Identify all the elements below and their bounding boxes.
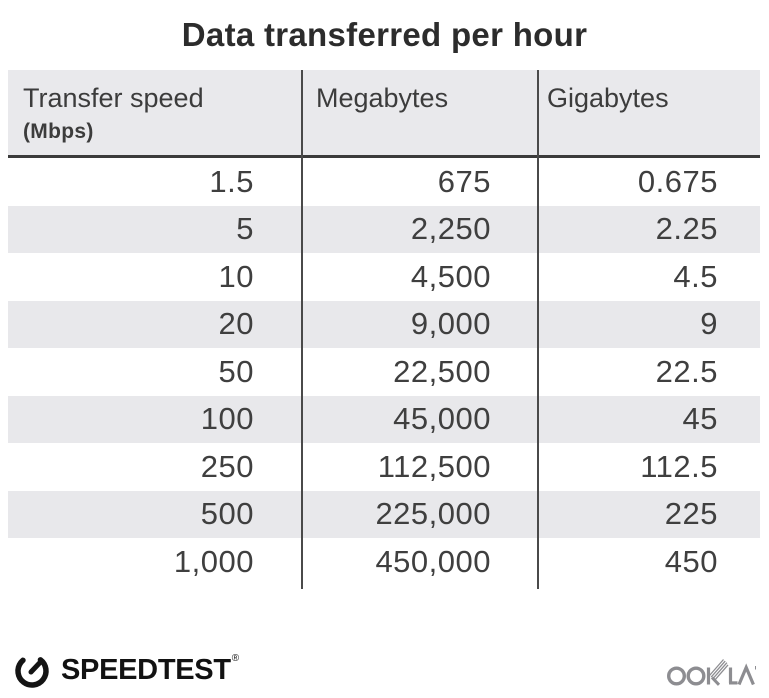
cell-megabytes: 225,000 <box>375 496 491 532</box>
table-row: 1,000 450,000 450 <box>8 538 760 586</box>
cell-speed: 5 <box>236 211 254 247</box>
cell-megabytes: 675 <box>437 163 491 199</box>
table-row: 20 9,000 9 <box>8 300 760 348</box>
cell-gigabytes: 2.25 <box>655 211 718 247</box>
speedtest-trademark: ® <box>231 652 240 664</box>
cell-speed: 100 <box>200 401 254 437</box>
header-gigabytes: Gigabytes <box>547 83 669 113</box>
cell-megabytes: 450,000 <box>375 543 491 579</box>
cell-gigabytes: 450 <box>664 543 718 579</box>
cell-speed: 250 <box>200 448 254 484</box>
header-transfer-speed: Transfer speed (Mbps) <box>8 70 302 155</box>
table-row: 1.5 675 0.675 <box>8 158 760 206</box>
header-mbps-sublabel: (Mbps) <box>23 120 94 143</box>
speedtest-logo: SPEEDTEST ® <box>12 650 240 690</box>
cell-speed: 1,000 <box>173 543 254 579</box>
cell-speed: 500 <box>200 496 254 532</box>
table-row: 10 4,500 4.5 <box>8 253 760 301</box>
cell-megabytes: 45,000 <box>393 401 491 437</box>
table-row: 100 45,000 45 <box>8 395 760 443</box>
header-transfer-speed-label: Transfer speed <box>23 83 204 113</box>
cell-speed: 1.5 <box>209 163 254 199</box>
cell-speed: 50 <box>218 353 254 389</box>
table-row: 5 2,250 2.25 <box>8 205 760 253</box>
header-megabytes: Megabytes <box>316 83 449 113</box>
ookla-logo <box>666 652 759 693</box>
table-body: 1.5 675 0.675 5 2,250 2.25 10 4,500 4.5 … <box>8 158 760 586</box>
cell-megabytes: 2,250 <box>410 211 491 247</box>
cell-megabytes: 22,500 <box>393 353 491 389</box>
cell-megabytes: 4,500 <box>410 258 491 294</box>
column-divider <box>537 70 539 589</box>
speedtest-gauge-icon <box>15 654 49 688</box>
speedtest-wordmark: SPEEDTEST <box>61 653 231 686</box>
cell-gigabytes: 0.675 <box>637 163 718 199</box>
table-row: 250 112,500 112.5 <box>8 443 760 491</box>
table-header-row: Transfer speed (Mbps) Megabytes Gigabyte… <box>8 70 760 158</box>
data-table: Transfer speed (Mbps) Megabytes Gigabyte… <box>8 70 760 589</box>
ookla-wordmark-icon <box>666 659 756 686</box>
cell-gigabytes: 4.5 <box>673 258 718 294</box>
cell-gigabytes: 22.5 <box>655 353 718 389</box>
cell-speed: 20 <box>218 306 254 342</box>
cell-megabytes: 112,500 <box>377 448 491 484</box>
column-divider <box>301 70 303 589</box>
cell-gigabytes: 45 <box>682 401 718 437</box>
table-row: 50 22,500 22.5 <box>8 348 760 396</box>
cell-speed: 10 <box>218 258 254 294</box>
cell-gigabytes: 9 <box>700 306 718 342</box>
table-row: 500 225,000 225 <box>8 490 760 538</box>
page-title: Data transferred per hour <box>181 16 588 53</box>
cell-gigabytes: 112.5 <box>640 448 718 484</box>
cell-gigabytes: 225 <box>664 496 718 532</box>
cell-megabytes: 9,000 <box>410 306 491 342</box>
